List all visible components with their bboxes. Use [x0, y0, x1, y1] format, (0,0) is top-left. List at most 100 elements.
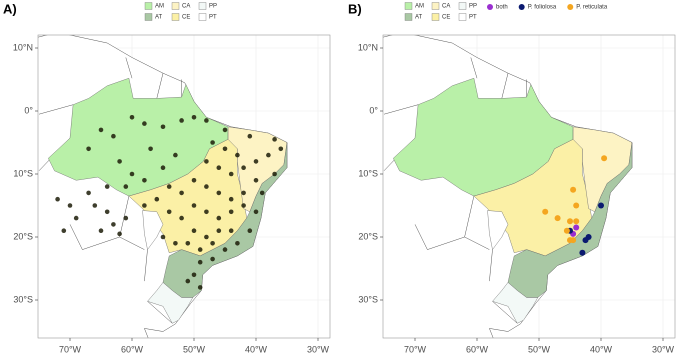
occurrence-point [582, 237, 589, 244]
occurrence-point [204, 184, 209, 189]
occurrence-point [253, 159, 259, 164]
occurrence-point [98, 228, 104, 233]
panel-label: B) [348, 1, 362, 16]
x-tick-label: 40°W [590, 344, 613, 354]
occurrence-point [228, 171, 234, 177]
occurrence-point [55, 196, 60, 202]
legend-label: CA [442, 4, 450, 10]
occurrence-point [142, 203, 147, 208]
occurrence-point [197, 285, 203, 290]
occurrence-point [598, 202, 604, 209]
occurrence-point [247, 133, 253, 139]
legend-label: AT [155, 15, 163, 21]
occurrence-point [210, 140, 215, 145]
country-border [492, 301, 518, 324]
legend-swatch [404, 2, 413, 10]
occurrence-point [104, 209, 110, 215]
occurrence-point [235, 152, 240, 158]
occurrence-point [247, 228, 253, 233]
x-tick-label: 60°W [466, 344, 489, 354]
occurrence-point [129, 115, 135, 120]
occurrence-point [173, 152, 178, 158]
y-tick-label: 10°N [358, 42, 378, 52]
occurrence-point [166, 209, 172, 215]
occurrence-point [272, 137, 277, 142]
occurrence-point [241, 203, 246, 208]
occurrence-point [573, 224, 580, 231]
legend-label: CA [182, 4, 190, 10]
occurrence-point [210, 256, 215, 262]
occurrence-point [179, 215, 184, 221]
y-tick-label: 0° [369, 105, 378, 115]
country-border [147, 301, 173, 324]
country-border [414, 224, 465, 250]
y-tick-label: 0° [24, 105, 33, 115]
legend-swatch [144, 13, 153, 21]
y-tick-label: 30°S [13, 294, 33, 304]
legend-label: P. reticulata [576, 5, 608, 11]
occurrence-point [179, 118, 184, 123]
occurrence-point [98, 127, 104, 133]
occurrence-point [191, 115, 197, 120]
legend-swatch [198, 2, 207, 10]
occurrence-point [179, 190, 184, 196]
y-tick-label: 20°S [13, 231, 33, 241]
occurrence-point [142, 178, 147, 183]
occurrence-point [191, 203, 197, 208]
occurrence-point [117, 231, 122, 237]
occurrence-point [185, 278, 191, 284]
occurrence-point [61, 228, 67, 233]
occurrence-point [222, 127, 228, 133]
occurrence-point [222, 146, 228, 152]
occurrence-point [191, 272, 197, 278]
occurrence-point [191, 228, 197, 233]
y-tick-label: 20°S [358, 231, 378, 241]
legend-label: CE [182, 15, 190, 21]
occurrence-point [241, 165, 246, 170]
occurrence-point [563, 227, 570, 234]
country-border [144, 249, 148, 282]
occurrence-point [123, 184, 129, 189]
occurrence-point [216, 165, 222, 170]
occurrence-point [67, 203, 73, 208]
occurrence-point [86, 190, 91, 196]
occurrence-point [259, 190, 265, 196]
legend-swatch [144, 2, 153, 10]
occurrence-point [204, 234, 209, 240]
occurrence-point [154, 196, 160, 202]
occurrence-point [579, 249, 586, 256]
occurrence-point [142, 121, 147, 126]
occurrence-point [111, 222, 116, 227]
y-tick-label: 10°N [13, 42, 33, 52]
occurrence-point [197, 247, 203, 252]
legend-swatch [198, 13, 207, 21]
panel-border [382, 34, 676, 339]
legend-point [487, 4, 493, 10]
occurrence-point [160, 234, 166, 240]
legend-swatch [171, 2, 180, 10]
occurrence-point [86, 146, 91, 152]
legend-label: PT [469, 15, 477, 21]
occurrence-point [185, 241, 191, 246]
occurrence-point [228, 196, 234, 202]
occurrence-point [253, 209, 259, 215]
legend-label: AM [415, 4, 424, 10]
occurrence-point [542, 208, 549, 215]
country-border [156, 73, 164, 99]
legend-label: P. foliolosa [528, 5, 557, 11]
x-tick-label: 30°W [307, 344, 330, 354]
legend-label: AT [415, 15, 423, 21]
occurrence-point [278, 146, 284, 152]
x-tick-label: 60°W [121, 344, 144, 354]
occurrence-point [166, 184, 172, 189]
x-tick-label: 70°W [404, 344, 427, 354]
panel-border [37, 34, 331, 339]
occurrence-point [241, 190, 246, 196]
occurrence-point [228, 228, 234, 233]
occurrence-point [266, 152, 271, 158]
occurrence-point [191, 178, 197, 183]
country-border [470, 57, 478, 79]
occurrence-point [73, 215, 79, 221]
y-tick-label: 10°S [13, 168, 33, 178]
